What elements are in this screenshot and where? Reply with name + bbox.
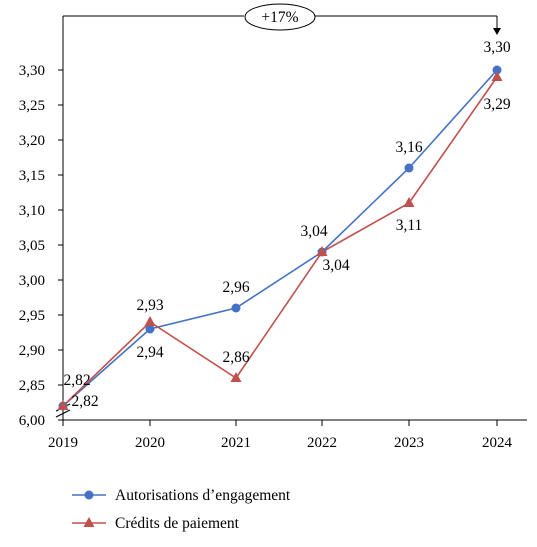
data-label: 2,96	[222, 279, 249, 296]
y-tick-label: 2,85	[19, 378, 45, 394]
data-label: 3,30	[483, 39, 510, 56]
series-markers	[57, 65, 503, 411]
series-lines	[62, 69, 498, 407]
data-point-cp	[230, 372, 242, 382]
y-tick-label: 2,95	[19, 308, 45, 324]
legend-marker-cp	[83, 517, 95, 527]
x-axis-ticks: 2019 2020 2021 2022 2023 2024	[48, 420, 513, 451]
legend: Autorisations d’engagement Crédits de pa…	[72, 487, 291, 532]
y-tick-label: 3,25	[19, 98, 45, 114]
data-label: 2,93	[136, 297, 163, 314]
data-point-ae	[145, 324, 155, 334]
series-line-1	[62, 76, 498, 407]
data-label: 2,82	[71, 393, 98, 410]
data-label: 2,86	[222, 349, 249, 366]
annotation-arrow-head	[493, 28, 501, 35]
y-tick-label: 3,00	[19, 273, 45, 289]
data-point-cp	[491, 71, 503, 81]
data-label: 2,94	[136, 344, 163, 361]
legend-marker-ae	[84, 490, 94, 500]
y-axis-ticks: 6,00 2,85 2,90 2,95 3,00 3,05 3,10 3,15 3,20 3,25…	[19, 63, 63, 429]
y-tick-label: 3,15	[19, 168, 45, 184]
data-point-ae	[492, 65, 502, 75]
data-point-ae	[404, 163, 414, 173]
data-label: 3,16	[395, 139, 422, 156]
data-point-cp	[403, 197, 415, 207]
data-point-cp	[316, 246, 328, 256]
x-tick-label: 2021	[221, 435, 251, 451]
x-tick-label: 2023	[394, 435, 424, 451]
annotation-ellipse	[244, 3, 316, 31]
x-tick-label: 2020	[135, 435, 165, 451]
data-point-ae	[231, 303, 241, 313]
x-tick-label: 2019	[48, 435, 78, 451]
data-point-cp	[144, 316, 156, 326]
y-tick-label: 3,05	[19, 238, 45, 254]
annotation-label: +17%	[261, 9, 298, 26]
data-label: 3,29	[483, 96, 510, 113]
data-point-cp	[57, 400, 69, 410]
y-tick-label: 3,10	[19, 203, 45, 219]
legend-label-cp: Crédits de paiement	[115, 515, 240, 532]
series-line-0	[62, 69, 498, 407]
x-tick-label: 2022	[307, 435, 337, 451]
y-tick-label: 6,00	[19, 413, 45, 429]
data-label: 3,04	[300, 223, 327, 240]
data-label: 3,04	[322, 257, 349, 274]
data-labels: 2,82 2,93 2,96 3,04 3,16 3,30 2,82 2,94 2,86 3,04…	[63, 39, 510, 410]
y-tick-label: 3,20	[19, 133, 45, 149]
y-tick-label: 3,30	[19, 63, 45, 79]
y-tick-label: 2,90	[19, 343, 45, 359]
growth-annotation: +17%	[63, 3, 501, 35]
x-tick-label: 2024	[482, 435, 513, 451]
legend-label-ae: Autorisations d’engagement	[115, 487, 291, 504]
data-label: 2,82	[63, 372, 90, 389]
data-label: 3,11	[396, 217, 423, 234]
